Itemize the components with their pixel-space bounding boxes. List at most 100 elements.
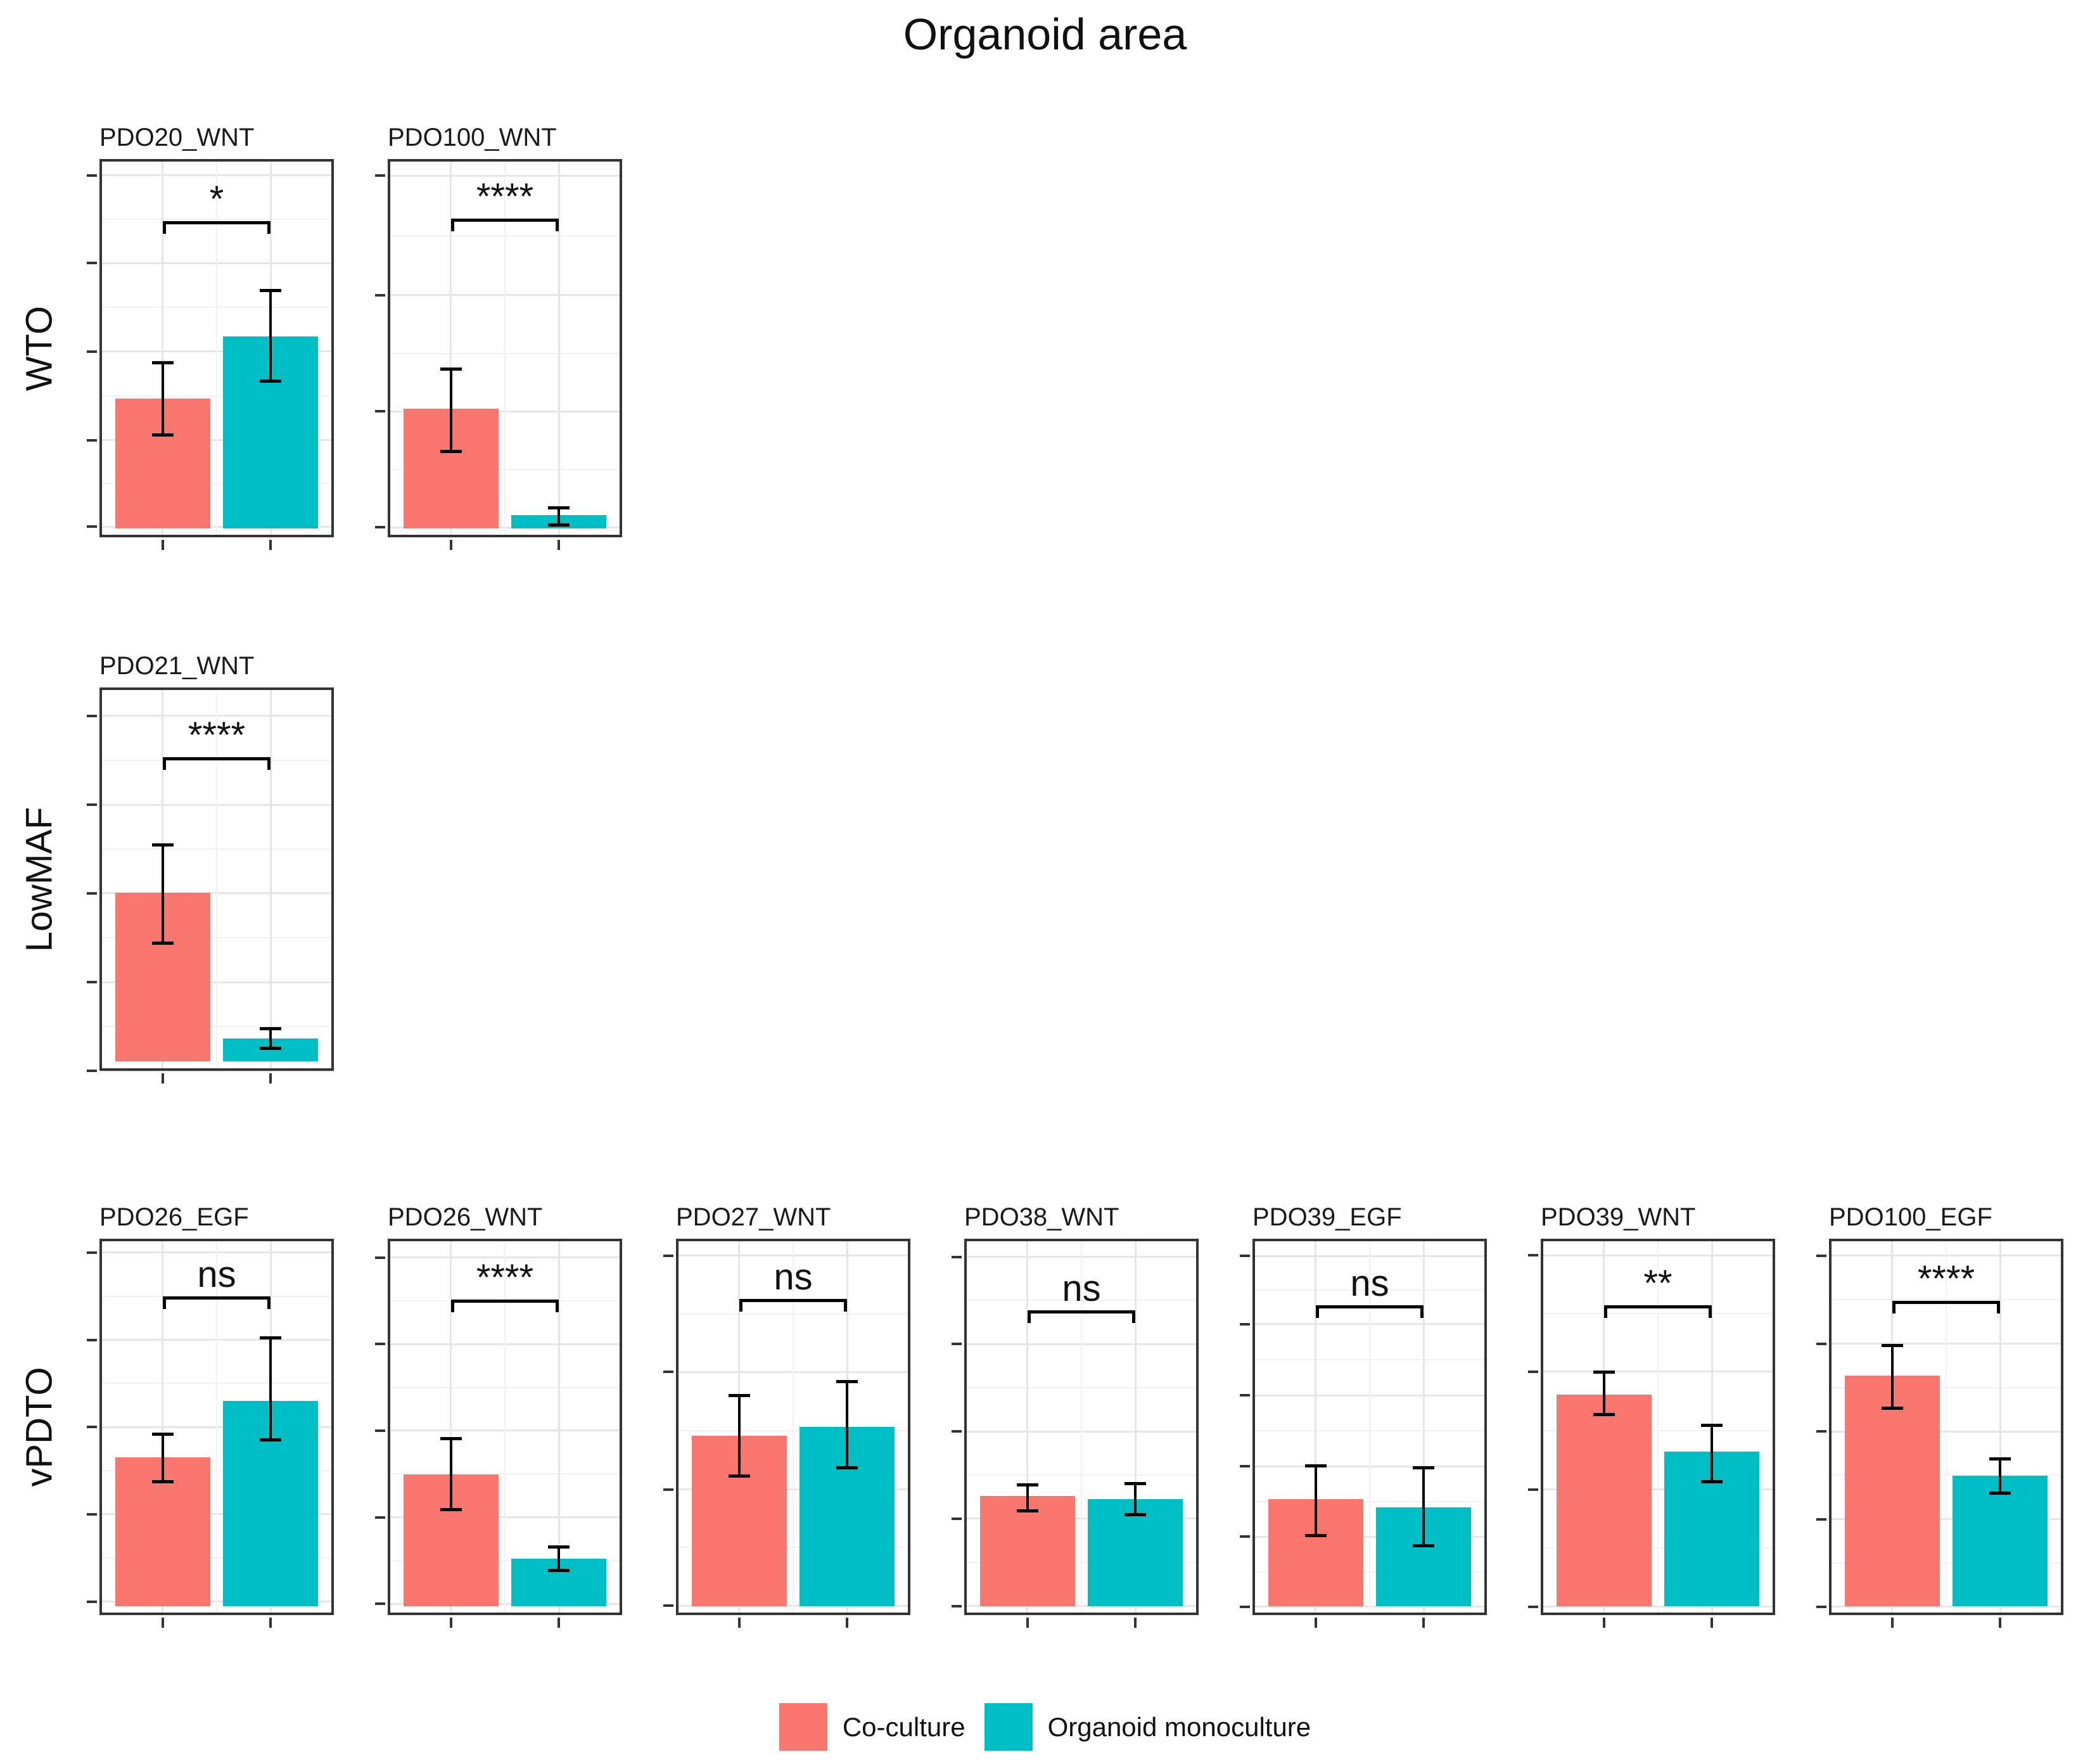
- error-bar-line-organoid_monoculture: [1711, 1425, 1713, 1481]
- major-gridline-vertical: [270, 687, 272, 1071]
- significance-label: ****: [476, 176, 534, 217]
- significance-label: ns: [774, 1256, 813, 1298]
- legend-item-organoid-monoculture: Organoid monoculture: [984, 1703, 1311, 1751]
- significance-bracket-end-left: [1028, 1310, 1031, 1323]
- y-axis-tick: [1528, 1606, 1538, 1608]
- x-axis-tick: [1891, 1618, 1894, 1628]
- error-bar-cap-top-co_culture: [440, 368, 462, 371]
- significance-bracket-end-left: [1892, 1301, 1896, 1313]
- y-axis-tick: [375, 526, 385, 528]
- panel-PDO39_EGF: ns: [1240, 1239, 1487, 1628]
- significance-bracket: [1892, 1301, 2000, 1304]
- error-bar-line-organoid_monoculture: [846, 1381, 848, 1467]
- error-bar-cap-bottom-co_culture: [729, 1474, 750, 1478]
- significance-bracket-end-right: [1132, 1310, 1135, 1323]
- x-axis-tick: [558, 540, 560, 550]
- panel-PDO21_WNT: ****: [87, 687, 334, 1083]
- facet-row-label-vPDTO: vPDTO: [18, 1367, 60, 1487]
- error-bar-cap-bottom-organoid_monoculture: [1701, 1480, 1723, 1483]
- significance-bracket-end-right: [844, 1299, 847, 1312]
- x-axis-tick: [269, 1618, 272, 1628]
- significance-bracket-end-left: [451, 219, 454, 231]
- significance-bracket-end-left: [163, 757, 166, 770]
- panel-border: [1252, 1239, 1487, 1615]
- major-gridline-vertical: [450, 1239, 452, 1615]
- error-bar-cap-top-co_culture: [1017, 1483, 1038, 1486]
- error-bar-cap-top-co_culture: [152, 843, 174, 847]
- panel-PDO38_WNT: ns: [952, 1239, 1199, 1628]
- error-bar-cap-bottom-organoid_monoculture: [260, 1047, 281, 1050]
- x-axis-tick: [846, 1618, 848, 1628]
- error-bar-cap-bottom-organoid_monoculture: [548, 523, 570, 527]
- y-axis-tick: [87, 525, 97, 528]
- error-bar-cap-bottom-co_culture: [1593, 1413, 1615, 1416]
- error-bar-cap-bottom-co_culture: [152, 1480, 174, 1483]
- error-bar-line-organoid_monoculture: [558, 1547, 560, 1570]
- y-axis-tick: [1240, 1323, 1250, 1326]
- major-gridline-vertical: [1423, 1239, 1425, 1615]
- significance-label: ns: [1062, 1267, 1101, 1309]
- panel-PDO26_WNT: ****: [375, 1239, 622, 1628]
- y-axis-tick: [1240, 1255, 1250, 1257]
- y-axis-tick: [663, 1488, 673, 1491]
- error-bar-cap-top-co_culture: [152, 1433, 174, 1436]
- significance-bracket-end-right: [267, 221, 271, 234]
- bar-organoid_monoculture: [1088, 1499, 1183, 1606]
- major-gridline-vertical: [162, 159, 163, 537]
- chart-title: Organoid area: [903, 10, 1187, 59]
- x-axis-tick: [738, 1618, 741, 1628]
- panel-border: [676, 1239, 910, 1615]
- x-axis-tick: [450, 1618, 452, 1628]
- legend-label-organoid-monoculture: Organoid monoculture: [1047, 1711, 1311, 1742]
- significance-label: ****: [188, 714, 246, 756]
- panel-PDO100_WNT: ****: [375, 159, 622, 550]
- error-bar-cap-bottom-organoid_monoculture: [260, 1438, 281, 1441]
- minor-gridline-vertical: [504, 1239, 506, 1615]
- error-bar-line-co_culture: [1026, 1485, 1029, 1510]
- error-bar-line-co_culture: [1603, 1372, 1605, 1415]
- minor-gridline-vertical: [216, 687, 217, 1071]
- y-axis-tick: [1816, 1430, 1826, 1433]
- legend-key-co-culture: [779, 1703, 827, 1751]
- error-bar-cap-top-co_culture: [1882, 1344, 1903, 1347]
- error-bar-cap-top-organoid_monoculture: [548, 1545, 570, 1549]
- y-axis-tick: [87, 1601, 97, 1603]
- significance-bracket-end-right: [1420, 1305, 1424, 1318]
- x-axis-tick: [1315, 1618, 1317, 1628]
- significance-bracket-end-right: [1997, 1301, 2000, 1313]
- y-axis-tick: [87, 803, 97, 806]
- error-bar-cap-top-organoid_monoculture: [1701, 1424, 1723, 1427]
- major-gridline: [99, 1070, 334, 1072]
- error-bar-cap-top-co_culture: [1593, 1371, 1615, 1374]
- y-axis-tick: [952, 1605, 962, 1607]
- bar-organoid_monoculture: [1953, 1476, 2048, 1606]
- error-bar-cap-top-organoid_monoculture: [260, 1027, 281, 1030]
- significance-bracket: [739, 1299, 847, 1302]
- panel-PDO39_WNT: **: [1528, 1239, 1775, 1628]
- y-axis-tick: [87, 715, 97, 717]
- x-axis-tick: [1711, 1618, 1713, 1628]
- y-axis-tick: [1528, 1254, 1538, 1256]
- error-bar-line-organoid_monoculture: [558, 508, 560, 525]
- significance-bracket: [163, 1296, 271, 1300]
- error-bar-line-co_culture: [738, 1395, 741, 1476]
- panel-border: [99, 687, 334, 1071]
- error-bar-cap-top-organoid_monoculture: [1989, 1457, 2011, 1460]
- significance-bracket-end-left: [1604, 1305, 1607, 1318]
- y-axis-tick: [1240, 1465, 1250, 1467]
- facet-strip-title: PDO20_WNT: [99, 124, 255, 151]
- significance-bracket-end-right: [267, 1296, 271, 1309]
- legend: Co-culture Organoid monoculture: [0, 1703, 2090, 1751]
- error-bar-cap-bottom-co_culture: [1305, 1534, 1327, 1537]
- y-axis-tick: [375, 174, 385, 177]
- bar-co_culture: [1845, 1376, 1940, 1606]
- legend-key-organoid-monoculture: [984, 1703, 1033, 1751]
- major-gridline-vertical: [162, 1239, 163, 1615]
- y-axis-tick: [87, 981, 97, 983]
- error-bar-cap-top-organoid_monoculture: [548, 506, 570, 509]
- y-axis-tick: [1816, 1518, 1826, 1521]
- y-axis-tick: [87, 1513, 97, 1516]
- error-bar-line-co_culture: [162, 362, 164, 435]
- y-axis-tick: [87, 1339, 97, 1341]
- y-axis-tick: [1816, 1343, 1826, 1345]
